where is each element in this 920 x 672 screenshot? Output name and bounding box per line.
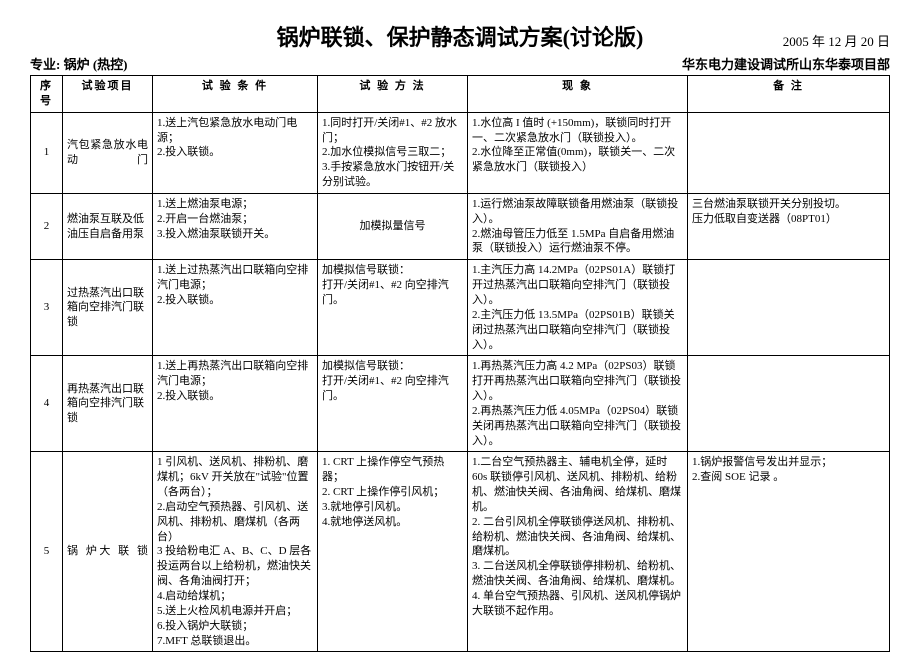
cell-method: 1.同时打开/关闭#1、#2 放水门；2.加水位模拟信号三取二；3.手按紧急放水… [318, 112, 468, 193]
cell-cond: 1.送上再热蒸汽出口联箱向空排汽门电源；2.投入联锁。 [153, 356, 318, 452]
col-phen-header: 现 象 [468, 76, 688, 113]
cell-cond: 1.送上过热蒸汽出口联箱向空排汽门电源；2.投入联锁。 [153, 260, 318, 356]
col-seq-header: 序号 [31, 76, 63, 113]
table-row: 2燃油泵互联及低油压自启备用泵1.送上燃油泵电源；2.开启一台燃油泵；3.投入燃… [31, 193, 890, 259]
table-header-row: 序号 试验项目 试 验 条 件 试 验 方 法 现 象 备 注 [31, 76, 890, 113]
page-title: 锅炉联锁、保护静态调试方案(讨论版) [277, 20, 644, 52]
cell-seq: 2 [31, 193, 63, 259]
major-label: 专业: [30, 57, 60, 72]
cell-item: 燃油泵互联及低油压自启备用泵 [63, 193, 153, 259]
cell-seq: 1 [31, 112, 63, 193]
cell-phen: 1.二台空气预热器主、辅电机全停，延时 60s 联锁停引风机、送风机、排粉机、给… [468, 452, 688, 652]
cell-note [688, 260, 890, 356]
org-name: 华东电力建设调试所山东华泰项目部 [682, 54, 890, 73]
cell-phen: 1.水位高 I 值时 (+150mm)，联锁同时打开一、二次紧急放水门（联锁投入… [468, 112, 688, 193]
cell-cond: 1 引风机、送风机、排粉机、磨煤机；6kV 开关放在"试验"位置（各两台）；2.… [153, 452, 318, 652]
col-cond-header: 试 验 条 件 [153, 76, 318, 113]
cell-seq: 3 [31, 260, 63, 356]
major-label-block: 专业: 锅炉 (热控) [30, 54, 128, 73]
col-note-header: 备 注 [688, 76, 890, 113]
cell-cond: 1.送上汽包紧急放水电动门电源；2.投入联锁。 [153, 112, 318, 193]
doc-date: 2005 年 12 月 20 日 [783, 31, 890, 50]
table-row: 4再热蒸汽出口联箱向空排汽门联锁1.送上再热蒸汽出口联箱向空排汽门电源；2.投入… [31, 356, 890, 452]
cell-item: 过热蒸汽出口联箱向空排汽门联锁 [63, 260, 153, 356]
cell-method: 加模拟信号联锁：打开/关闭#1、#2 向空排汽门。 [318, 260, 468, 356]
cell-note: 1.锅炉报警信号发出并显示；2.查阅 SOE 记录 。 [688, 452, 890, 652]
cell-item: 锅 炉大 联 锁 [63, 452, 153, 652]
cell-phen: 1.主汽压力高 14.2MPa（02PS01A）联锁打开过热蒸汽出口联箱向空排汽… [468, 260, 688, 356]
cell-method: 加模拟信号联锁：打开/关闭#1、#2 向空排汽门。 [318, 356, 468, 452]
table-row: 3过热蒸汽出口联箱向空排汽门联锁1.送上过热蒸汽出口联箱向空排汽门电源；2.投入… [31, 260, 890, 356]
cell-phen: 1.运行燃油泵故障联锁备用燃油泵（联锁投入）。2.燃油母管压力低至 1.5MPa… [468, 193, 688, 259]
table-row: 1汽包紧急放水电 动 门1.送上汽包紧急放水电动门电源；2.投入联锁。1.同时打… [31, 112, 890, 193]
cell-note [688, 356, 890, 452]
cell-cond: 1.送上燃油泵电源；2.开启一台燃油泵；3.投入燃油泵联锁开关。 [153, 193, 318, 259]
table-row: 5锅 炉大 联 锁1 引风机、送风机、排粉机、磨煤机；6kV 开关放在"试验"位… [31, 452, 890, 652]
cell-note: 三台燃油泵联锁开关分别投切。压力低取自变送器（08PT01） [688, 193, 890, 259]
cell-seq: 4 [31, 356, 63, 452]
col-item-header: 试验项目 [63, 76, 153, 113]
cell-note [688, 112, 890, 193]
cell-phen: 1.再热蒸汽压力高 4.2 MPa（02PS03）联锁打开再热蒸汽出口联箱向空排… [468, 356, 688, 452]
cell-method: 加模拟量信号 [318, 193, 468, 259]
cell-seq: 5 [31, 452, 63, 652]
main-table: 序号 试验项目 试 验 条 件 试 验 方 法 现 象 备 注 1汽包紧急放水电… [30, 75, 890, 652]
cell-method: 1. CRT 上操作停空气预热器；2. CRT 上操作停引风机；3.就地停引风机… [318, 452, 468, 652]
col-method-header: 试 验 方 法 [318, 76, 468, 113]
major-value: 锅炉 (热控) [64, 57, 128, 72]
cell-item: 再热蒸汽出口联箱向空排汽门联锁 [63, 356, 153, 452]
cell-item: 汽包紧急放水电 动 门 [63, 112, 153, 193]
